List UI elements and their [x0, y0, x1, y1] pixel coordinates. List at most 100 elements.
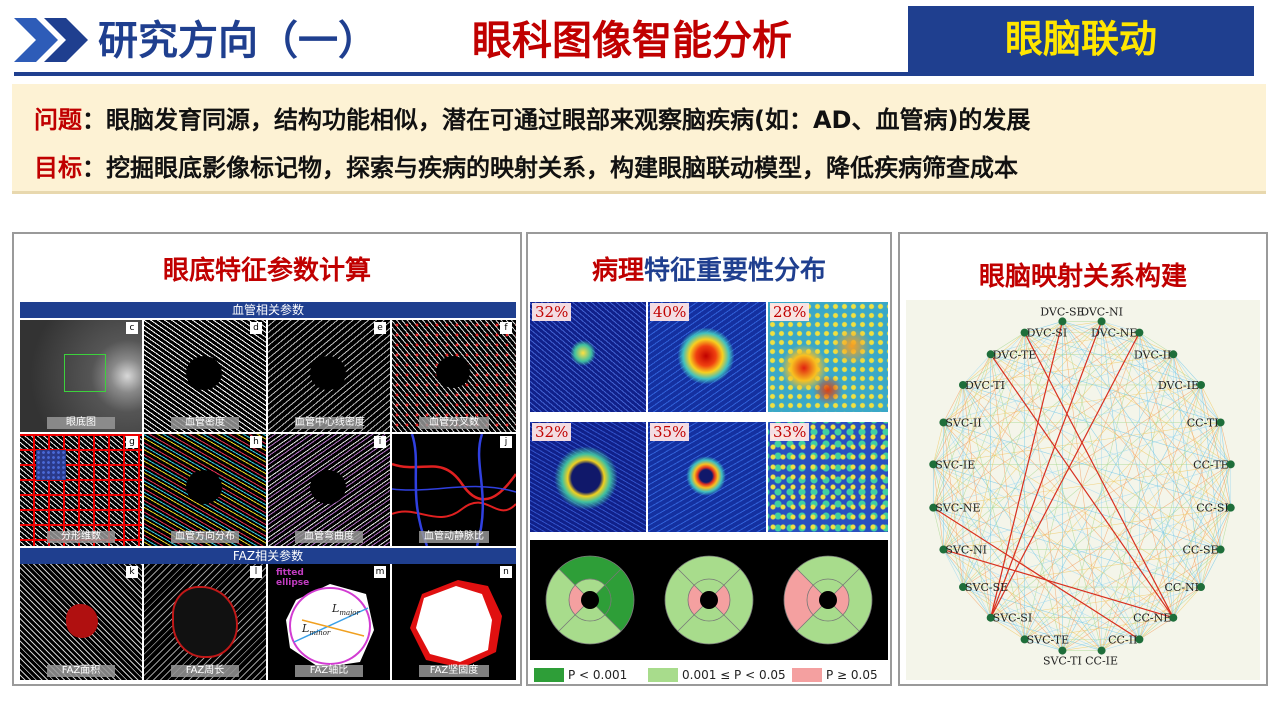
tile-faz-perimeter: l FAZ周长	[144, 564, 266, 680]
legend-swatch-strong	[534, 668, 564, 682]
heatmap-percent: 28%	[770, 303, 810, 321]
panel1-title: 眼底特征参数计算	[162, 256, 371, 286]
network-edge	[990, 384, 1202, 618]
network-edge	[1139, 464, 1231, 640]
network-edge	[943, 422, 991, 618]
network-edge	[1101, 321, 1174, 618]
network-edge	[933, 422, 1221, 508]
network-edge	[1024, 354, 1174, 640]
network-edge	[1024, 332, 1063, 651]
tile-artery-vein-ratio: j 血管动静脉比	[392, 434, 516, 546]
network-edge	[1139, 549, 1221, 640]
tile-caption: 眼底图	[46, 417, 116, 429]
network-edge	[1062, 321, 1174, 355]
network-node	[1135, 635, 1144, 644]
network-edge	[962, 384, 1140, 640]
network-node	[929, 460, 938, 469]
network-edge	[1062, 321, 1221, 423]
network-edge	[1200, 384, 1232, 508]
network-edge	[1101, 586, 1202, 651]
network-edge	[1024, 332, 1221, 550]
network-edge	[932, 422, 944, 465]
network-edge	[933, 321, 1063, 465]
network-edge	[962, 384, 1231, 465]
fitted-ellipse-label: fitted ellipse	[276, 568, 310, 588]
network-node-label: CC-II	[1108, 633, 1137, 646]
heatmap-percent: 32%	[532, 423, 572, 441]
goal-label: 目标	[34, 154, 82, 182]
network-node	[1020, 328, 1029, 337]
network-edge	[1101, 354, 1174, 651]
network-edge	[943, 549, 991, 618]
network-edge	[962, 321, 1102, 588]
network-node-label: SVC-NI	[945, 544, 987, 557]
roi-box	[64, 354, 106, 392]
network-edge	[962, 332, 1140, 386]
tile-caption: 血管动静脉比	[419, 531, 489, 543]
network-edge	[962, 586, 1140, 640]
network-edge	[933, 464, 1202, 588]
network-node	[1058, 317, 1067, 326]
network-node	[1097, 317, 1106, 326]
network-edge	[1062, 549, 1221, 651]
topic-tag: 眼脑联动	[908, 6, 1254, 72]
network-edge	[932, 464, 944, 550]
network-edge	[943, 549, 1025, 640]
network-edge	[1173, 354, 1202, 386]
panel2-title-red: 病理	[591, 256, 644, 286]
network-node-label: CC-TI	[1187, 416, 1219, 429]
network-node	[1169, 350, 1178, 359]
panel-fundus-features: 眼底特征参数计算 血管相关参数 c 眼底图 d 血管密度 e 血管中心线密度 f…	[12, 232, 522, 686]
network-edge	[943, 384, 1202, 550]
network-edge	[990, 354, 1202, 588]
problem-label: 问题	[34, 106, 82, 134]
mapping-network-graph: DVC-NI DVC-NE DVC-II DVC-IE CC-TI CC-TE CC-SI C…	[929, 305, 1235, 668]
network-node-label: DVC-TI	[965, 379, 1005, 392]
network-edge	[1024, 321, 1063, 333]
tile-faz-solidity: n FAZ坚固度	[392, 564, 516, 680]
network-edge	[1200, 384, 1221, 423]
l-major-label: Lmajor	[332, 602, 360, 618]
tile-letter: e	[374, 322, 386, 334]
network-edge	[962, 422, 1221, 588]
network-edge	[1139, 332, 1174, 355]
network-node-label: CC-IE	[1085, 655, 1118, 668]
network-edge	[1024, 639, 1063, 651]
etdrs-sector-charts	[545, 555, 873, 645]
network-edge	[1220, 422, 1232, 465]
network-edge	[943, 422, 1140, 640]
network-edge	[932, 507, 944, 550]
network-node-label: DVC-SI	[1027, 327, 1068, 340]
network-edge	[1101, 639, 1140, 651]
network-edge	[933, 464, 1063, 651]
network-node-label: SVC-II	[945, 416, 981, 429]
network-edge	[990, 617, 1025, 640]
network-node-label: DVC-IE	[1158, 379, 1199, 392]
network-edge	[933, 507, 1063, 651]
vessel-params-header: 血管相关参数	[20, 302, 516, 318]
network-edge	[1062, 321, 1221, 550]
network-node	[958, 583, 967, 592]
tile-letter: n	[500, 566, 512, 578]
network-edge-strong	[990, 332, 1140, 618]
network-edge	[1062, 321, 1140, 640]
network-edge	[943, 422, 1202, 588]
tile-fractal-dimension: g 分形维数	[20, 434, 142, 546]
goal-line: 目标：挖掘眼底影像标记物，探索与疾病的映射关系，构建眼脑联动模型，降低疾病筛查成…	[34, 148, 1018, 183]
tile-fundus-image: c 眼底图	[20, 320, 142, 432]
tile-letter: f	[500, 322, 512, 334]
network-node	[1226, 503, 1235, 512]
tile-letter: k	[126, 566, 138, 578]
network-node-label: DVC-SE	[1040, 305, 1084, 318]
network-edge-strong	[990, 321, 1064, 618]
tile-caption: FAZ轴比	[294, 665, 364, 677]
network-edge	[1173, 507, 1231, 618]
network-edge	[933, 507, 1174, 618]
network-node	[958, 380, 967, 389]
network-node-label: SVC-TI	[1043, 655, 1082, 668]
network-edge	[1024, 332, 1202, 588]
network-edge	[990, 354, 1025, 640]
network-edge	[1173, 586, 1202, 618]
network-edge	[1024, 586, 1202, 640]
tile-letter: d	[250, 322, 262, 334]
